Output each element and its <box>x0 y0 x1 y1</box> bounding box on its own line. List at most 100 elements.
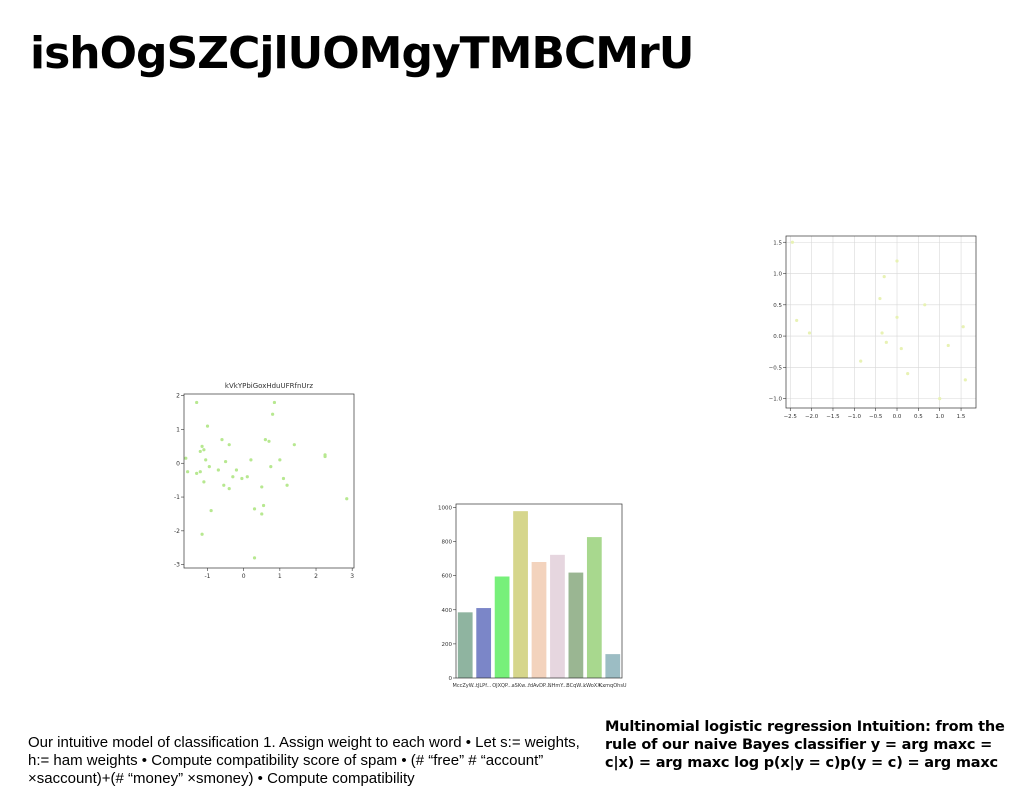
y-tick-label: 1000 <box>438 505 452 511</box>
data-point <box>240 477 243 480</box>
data-point <box>186 470 189 473</box>
data-point <box>204 458 207 461</box>
y-tick-label: 0.5 <box>773 303 782 309</box>
data-point <box>246 475 249 478</box>
y-tick-label: 1.5 <box>773 240 782 246</box>
slide-title: ishOgSZCjlUOMgyTMBCMrU <box>30 30 693 78</box>
data-point <box>262 504 265 507</box>
data-point <box>923 303 926 306</box>
bar-chart: MccZyW...tJLPf... OJXQP... aSKw...fdAvDP..… <box>436 498 626 694</box>
category-label: KxmqOhsU <box>599 683 627 689</box>
data-point <box>199 450 202 453</box>
x-tick-label: 3 <box>350 573 354 580</box>
data-point <box>278 458 281 461</box>
data-point <box>269 465 272 468</box>
bar <box>587 537 602 678</box>
data-point <box>208 465 211 468</box>
bar <box>550 555 565 678</box>
plot-frame <box>786 236 976 408</box>
y-tick-label: 200 <box>442 642 453 648</box>
category-label: OJXQP... <box>492 683 512 689</box>
y-tick-label: −1.0 <box>769 397 783 403</box>
body-text: Our intuitive model of classification 1.… <box>28 734 598 788</box>
data-point <box>202 480 205 483</box>
data-point <box>880 331 883 334</box>
data-point <box>906 372 909 375</box>
x-tick-label: −1.0 <box>848 414 862 420</box>
data-point <box>895 316 898 319</box>
data-point <box>947 344 950 347</box>
bar <box>495 577 510 679</box>
data-point <box>260 485 263 488</box>
data-point <box>795 319 798 322</box>
y-tick-label: 0 <box>449 676 453 682</box>
data-point <box>271 413 274 416</box>
data-point <box>199 470 202 473</box>
data-point <box>228 443 231 446</box>
data-point <box>282 477 285 480</box>
data-point <box>895 259 898 262</box>
data-point <box>285 484 288 487</box>
data-point <box>878 297 881 300</box>
data-point <box>195 401 198 404</box>
y-tick-label: 800 <box>442 540 453 546</box>
data-point <box>323 455 326 458</box>
x-tick-label: −2.0 <box>805 414 819 420</box>
x-tick-label: −1.5 <box>826 414 840 420</box>
data-point <box>791 241 794 244</box>
data-point <box>345 497 348 500</box>
bar <box>458 612 473 678</box>
y-tick-label: −0.5 <box>769 365 783 371</box>
y-tick-label: -1 <box>174 494 180 501</box>
data-point <box>200 533 203 536</box>
y-tick-label: 600 <box>442 574 453 580</box>
x-tick-label: 1.0 <box>935 414 944 420</box>
data-point <box>964 378 967 381</box>
data-point <box>253 507 256 510</box>
x-tick-label: 2 <box>314 573 318 580</box>
y-tick-label: 400 <box>442 608 453 614</box>
data-point <box>273 401 276 404</box>
data-point <box>900 347 903 350</box>
bar <box>532 562 547 678</box>
y-tick-label: 1 <box>176 426 180 433</box>
data-point <box>253 556 256 559</box>
data-point <box>859 359 862 362</box>
y-tick-label: 0 <box>176 460 180 467</box>
data-point <box>228 487 231 490</box>
chart-title: kVkYPbiGoxHduUFRfnUrz <box>225 382 313 390</box>
category-label: MccZyW... <box>453 683 479 689</box>
bar <box>569 573 584 678</box>
y-tick-label: -3 <box>174 562 180 569</box>
side-text: Multinomial logistic regression Intuitio… <box>605 718 1023 772</box>
x-tick-label: −0.5 <box>869 414 883 420</box>
y-tick-label: 1.0 <box>773 272 782 278</box>
data-point <box>210 509 213 512</box>
x-tick-label: 1.5 <box>957 414 966 420</box>
scatter-chart-right: −2.5 −2.0 −1.5 −1.0 −0.5 0.0 0.5 1.0 1.5 −1.0 −0.5… <box>770 232 980 422</box>
category-label: tJLPf... <box>476 683 492 689</box>
y-tick-label: 2 <box>176 393 180 400</box>
x-tick-label: -1 <box>205 573 211 580</box>
category-label: NHmY... <box>548 683 568 689</box>
data-point <box>231 475 234 478</box>
data-point <box>206 424 209 427</box>
data-point <box>249 458 252 461</box>
y-tick-label: -2 <box>174 528 180 535</box>
x-tick-label: 1 <box>278 573 282 580</box>
bar <box>513 511 528 678</box>
data-point <box>883 275 886 278</box>
data-point <box>220 438 223 441</box>
x-tick-label: 0.5 <box>914 414 923 420</box>
data-point <box>200 445 203 448</box>
data-point <box>195 472 198 475</box>
bar <box>605 654 620 678</box>
data-point <box>260 512 263 515</box>
data-point <box>222 484 225 487</box>
data-point <box>938 397 941 400</box>
data-point <box>808 331 811 334</box>
data-point <box>184 457 187 460</box>
data-point <box>217 468 220 471</box>
data-point <box>885 341 888 344</box>
data-point <box>264 438 267 441</box>
